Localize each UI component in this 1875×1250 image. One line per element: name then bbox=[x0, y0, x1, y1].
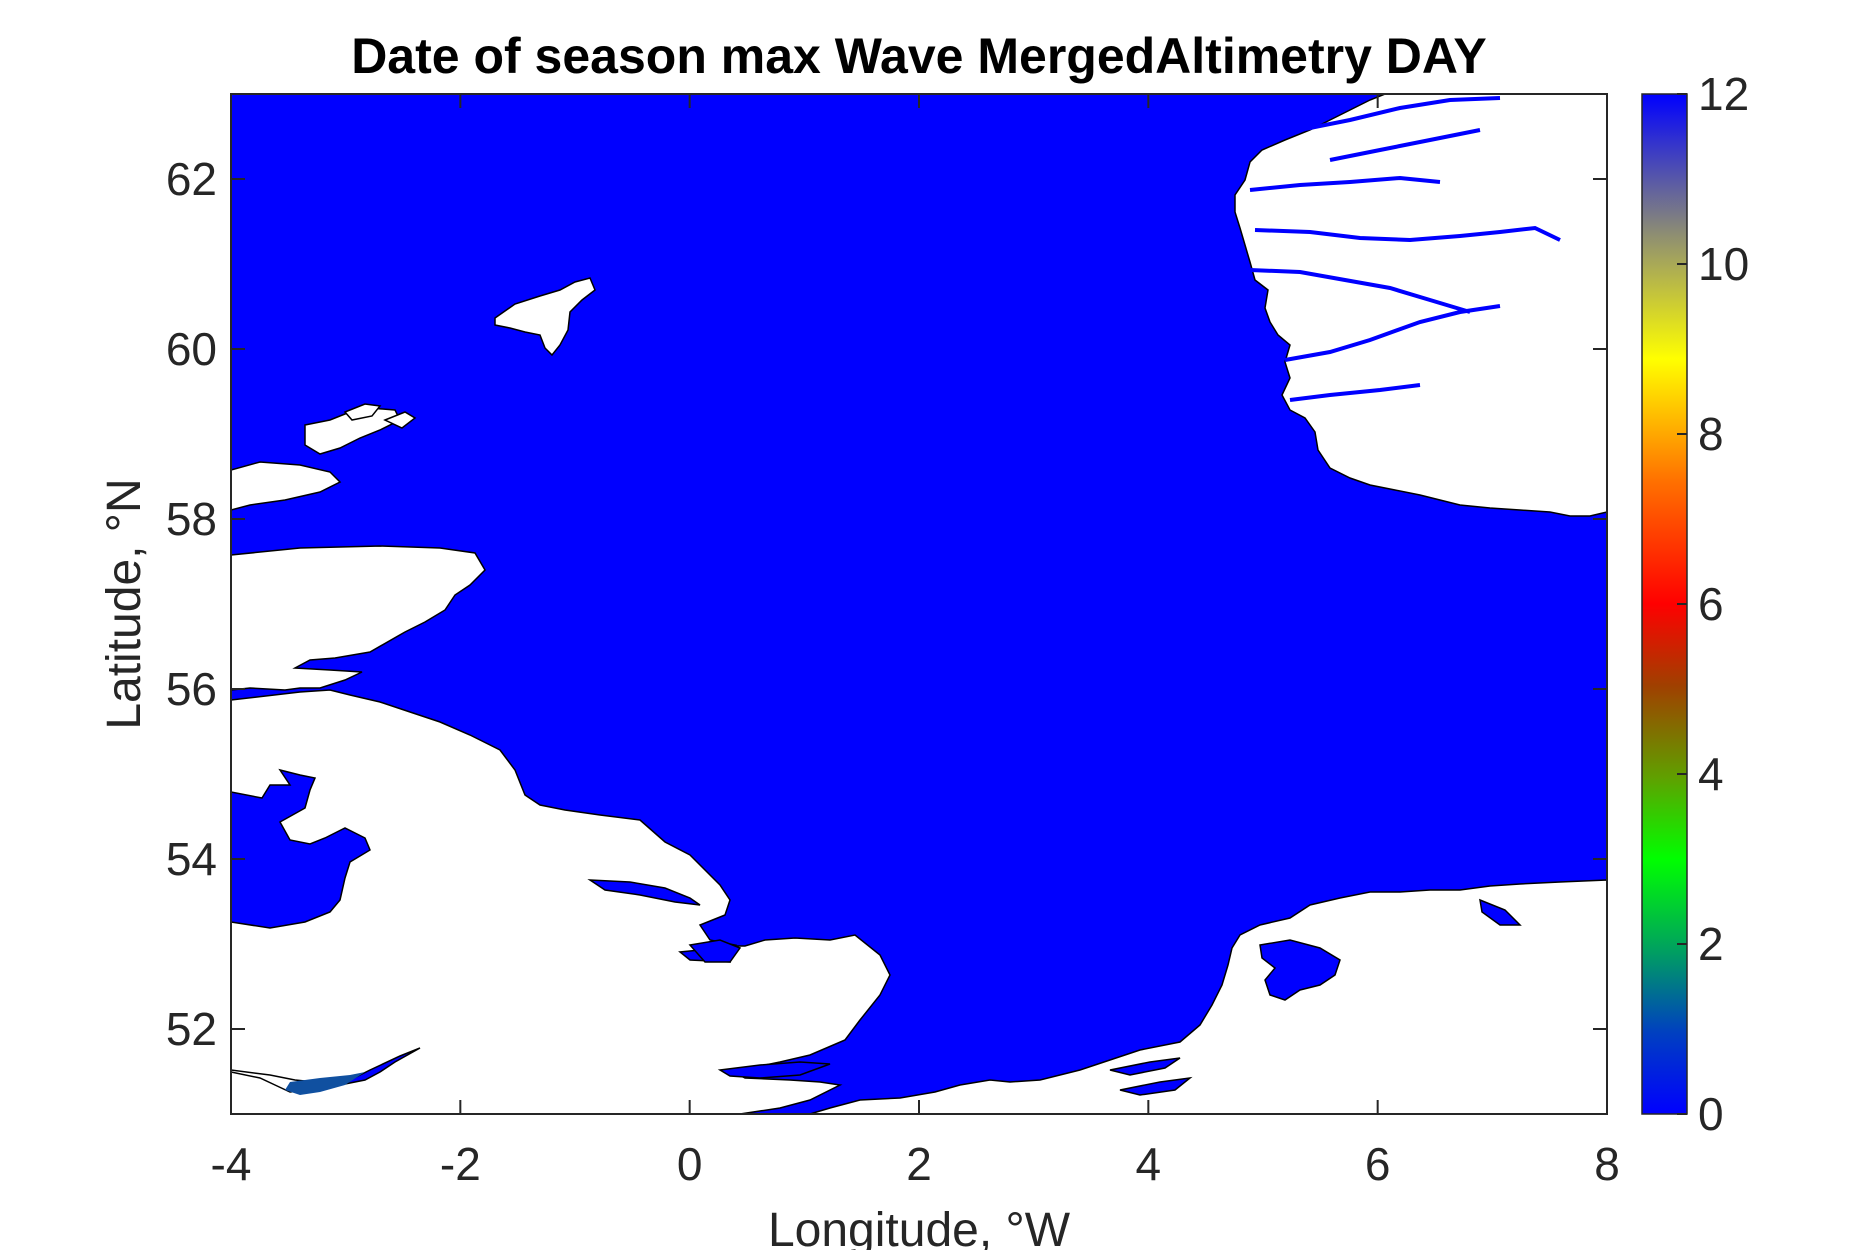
y-tick-label: 58 bbox=[166, 493, 217, 545]
norway-fjords bbox=[1249, 96, 1561, 402]
x-tick-label: -2 bbox=[440, 1138, 481, 1190]
colorbar-tick-label: 0 bbox=[1698, 1088, 1724, 1140]
y-axis-label: Latitude, °N bbox=[98, 478, 151, 729]
colorbar-tick-label: 12 bbox=[1698, 68, 1749, 120]
y-tick-label: 60 bbox=[166, 323, 217, 375]
land-norway bbox=[1234, 94, 1607, 517]
y-tick-label: 62 bbox=[166, 153, 217, 205]
water-thames bbox=[717, 1061, 831, 1079]
y-tick-label: 52 bbox=[166, 1003, 217, 1055]
water-ijsselmeer bbox=[1259, 939, 1341, 1001]
x-tick-label: -4 bbox=[211, 1138, 252, 1190]
x-axis-label: Longitude, °W bbox=[768, 1204, 1071, 1250]
chart-title: Date of season max Wave MergedAltimetry … bbox=[351, 28, 1487, 84]
water-wash bbox=[688, 939, 742, 963]
x-tick-label: 4 bbox=[1136, 1138, 1162, 1190]
plot-area bbox=[231, 94, 1607, 1114]
land-great-britain bbox=[231, 545, 891, 1114]
x-tick-label: 0 bbox=[677, 1138, 703, 1190]
water-ems bbox=[1479, 898, 1522, 926]
land-orkney-islets bbox=[343, 403, 417, 429]
colorbar-tick-label: 10 bbox=[1698, 238, 1749, 290]
water-scheldt bbox=[1109, 1057, 1193, 1096]
colorbar-tick-label: 6 bbox=[1698, 578, 1724, 630]
land-shetland bbox=[494, 277, 596, 357]
bristol-channel-tint bbox=[285, 1072, 365, 1095]
x-axis: -4 -2 0 2 4 6 8 bbox=[211, 94, 1620, 1190]
x-tick-label: 6 bbox=[1365, 1138, 1391, 1190]
colorbar-tick-label: 4 bbox=[1698, 748, 1724, 800]
y-axis: 52 54 56 58 60 62 bbox=[166, 153, 1607, 1055]
x-tick-label: 2 bbox=[906, 1138, 932, 1190]
x-tick-label: 8 bbox=[1594, 1138, 1620, 1190]
y-tick-label: 56 bbox=[166, 663, 217, 715]
colorbar-axis: 0 2 4 6 8 10 12 bbox=[1677, 68, 1749, 1140]
water-humber bbox=[587, 879, 701, 906]
colorbar-tick-label: 2 bbox=[1698, 918, 1724, 970]
y-tick-label: 54 bbox=[166, 833, 217, 885]
colorbar-tick-label: 8 bbox=[1698, 408, 1724, 460]
land-continent bbox=[809, 879, 1607, 1114]
